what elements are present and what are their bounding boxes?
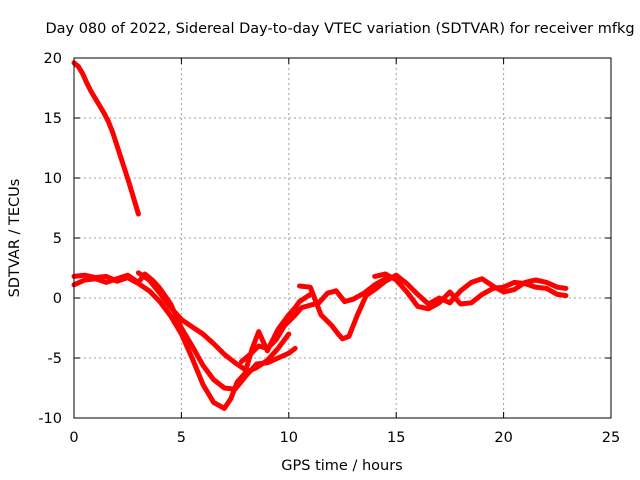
y-tick-label: 20 (44, 51, 62, 67)
y-tick-label: -10 (38, 411, 62, 427)
x-tick-label: 20 (494, 430, 512, 446)
y-tick-label: -5 (48, 351, 62, 367)
series-line-track-c (135, 270, 313, 373)
series-line-track-e (297, 272, 569, 342)
y-axis-ticks: -10 -5 0 5 10 15 20 (38, 51, 611, 427)
x-tick-label: 15 (387, 430, 405, 446)
series-line-track-b (71, 271, 298, 392)
series-line-track-f (372, 271, 569, 312)
x-tick-label: 10 (280, 430, 298, 446)
chart-title: Day 080 of 2022, Sidereal Day-to-day VTE… (45, 21, 634, 37)
y-axis-label: SDTVAR / TECUs (7, 179, 23, 298)
series-line-segment-early-decline (71, 60, 141, 217)
x-tick-label: 0 (69, 430, 78, 446)
y-tick-label: 0 (53, 291, 62, 307)
y-tick-label: 10 (44, 171, 62, 187)
x-axis-ticks: 0 5 10 15 20 25 (69, 58, 620, 446)
x-tick-label: 25 (602, 430, 620, 446)
x-axis-label: GPS time / hours (281, 458, 402, 474)
y-tick-label: 5 (53, 231, 62, 247)
y-tick-label: 15 (44, 111, 62, 127)
plot-frame (73, 57, 612, 419)
gridlines (74, 58, 611, 418)
x-tick-label: 5 (177, 430, 186, 446)
data-series (71, 60, 569, 411)
